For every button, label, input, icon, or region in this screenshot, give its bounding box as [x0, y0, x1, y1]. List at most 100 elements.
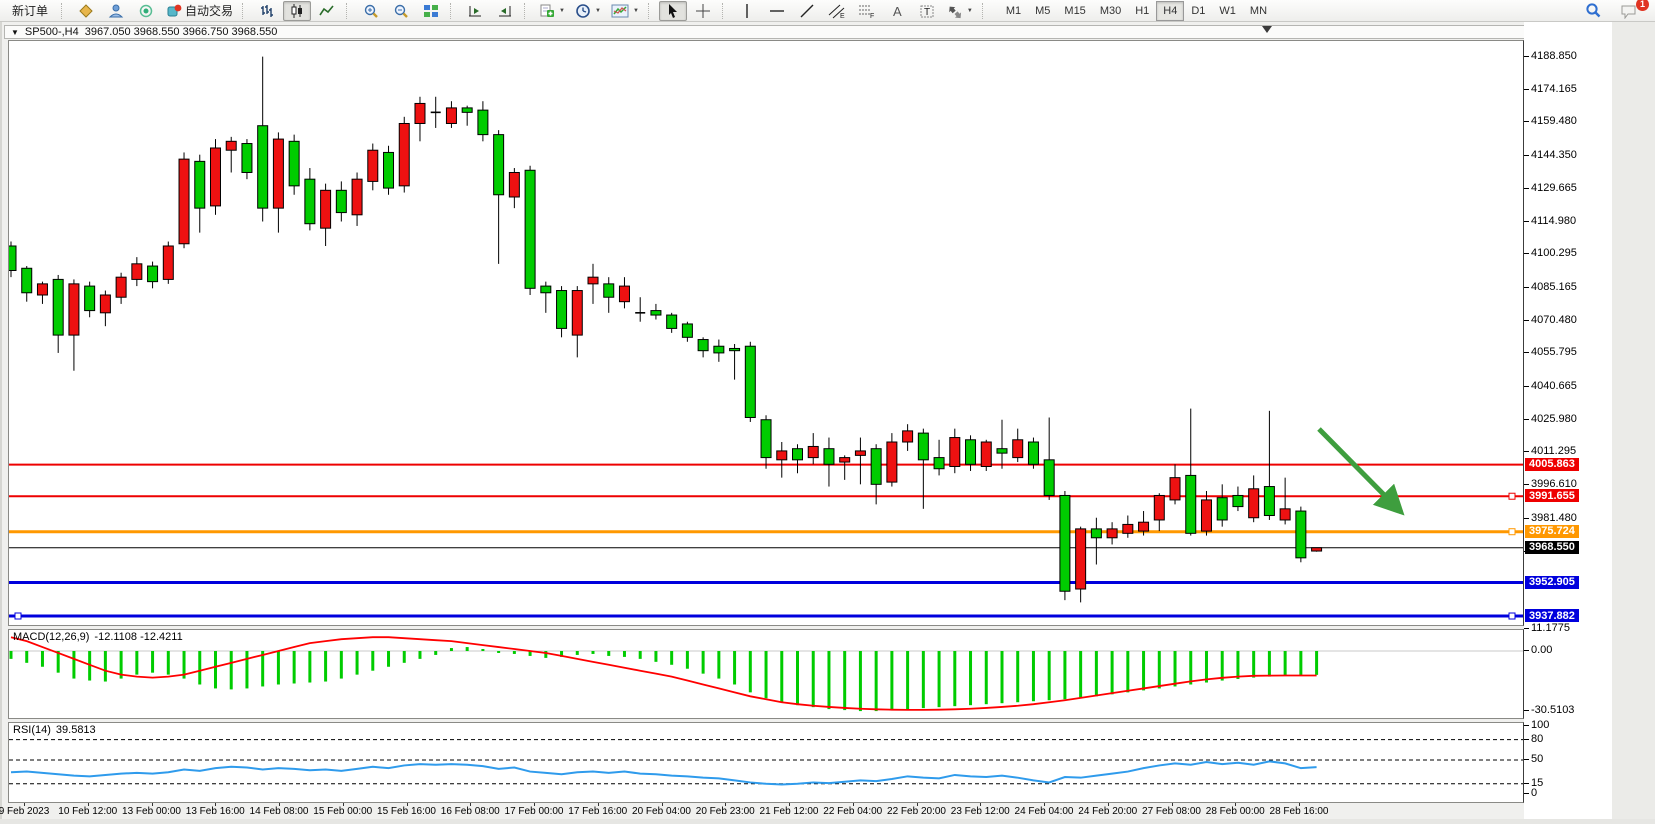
line-handle[interactable] — [14, 612, 22, 620]
fibonacci-tool-button[interactable]: F — [853, 1, 881, 21]
chart-template-button[interactable]: ▼ — [607, 1, 643, 21]
price-line-label: 3937.882 — [1525, 609, 1579, 622]
dropdown-caret-icon[interactable]: ▼ — [632, 7, 639, 14]
new-order-button[interactable]: 新订单 — [4, 1, 56, 21]
time-axis-tick — [87, 803, 89, 806]
macd-pane[interactable]: MACD(12,26,9) -12.1108 -12.4211 — [8, 629, 1524, 719]
time-axis-tick — [406, 803, 408, 806]
timeframe-m30-button[interactable]: M30 — [1099, 4, 1122, 17]
timeframe-m15-button[interactable]: M15 — [1064, 4, 1086, 17]
price-axis[interactable]: 4188.850 4174.165 4159.480 4144.350 4129.665… — [1524, 22, 1614, 819]
timeframe-m1-button[interactable]: M1 — [1005, 4, 1022, 17]
vertical-line-icon — [741, 3, 753, 19]
cursor-button[interactable] — [658, 0, 687, 21]
line-chart-button[interactable] — [313, 1, 341, 21]
collapse-icon[interactable]: ▼ — [11, 27, 19, 37]
axis-tick — [1524, 451, 1529, 453]
vertical-line-tool-button[interactable] — [733, 1, 761, 21]
timeframe-m5-button[interactable]: M5 — [1035, 4, 1051, 17]
dropdown-caret-icon[interactable]: ▼ — [966, 7, 973, 14]
new-chart-button[interactable]: ▼ — [535, 1, 569, 21]
chart-ohlc-readout: 3967.050 3968.550 3966.750 3968.550 — [84, 26, 278, 38]
equidistant-channel-button[interactable]: E — [823, 1, 851, 21]
line-handle[interactable] — [1508, 612, 1516, 620]
new-order-label: 新订单 — [12, 4, 49, 18]
accounts-button[interactable] — [102, 1, 130, 21]
text-icon: A — [890, 3, 904, 19]
timeframe-w1-button[interactable]: W1 — [1219, 4, 1236, 17]
algo-trading-label: 自动交易 — [185, 4, 234, 18]
market-watch-button[interactable] — [72, 1, 100, 21]
toolbar-grip — [524, 2, 530, 19]
dropdown-caret-icon[interactable]: ▼ — [559, 7, 565, 14]
horizontal-line-tool-button[interactable] — [763, 1, 791, 21]
notification-badge: 1 — [1636, 0, 1649, 11]
signals-button[interactable] — [132, 1, 160, 21]
time-axis-label: 28 Feb 00:00 — [1205, 806, 1265, 817]
trend-arrow-annotation[interactable] — [1317, 427, 1405, 516]
timeframe-d1-button[interactable]: D1 — [1191, 4, 1206, 17]
time-axis-tick — [597, 803, 599, 806]
price-chart-pane[interactable] — [8, 40, 1524, 626]
axis-tick — [1524, 418, 1529, 420]
price-tick-label: 4055.795 — [1531, 346, 1577, 359]
time-axis[interactable]: 9 Feb 2023 10 Feb 12:00 13 Feb 00:00 13 Feb… — [0, 803, 1524, 819]
time-axis-label: 24 Feb 20:00 — [1078, 806, 1138, 817]
line-handle[interactable] — [1508, 492, 1516, 500]
window-right-gutter — [1612, 22, 1655, 824]
dropdown-caret-icon[interactable]: ▼ — [594, 7, 601, 14]
price-tick-label: 11.1775 — [1531, 621, 1570, 634]
chart-shift-button[interactable] — [491, 1, 519, 21]
search-button[interactable] — [1579, 1, 1607, 21]
time-axis-label: 9 Feb 2023 — [0, 806, 50, 817]
auto-scroll-button[interactable] — [461, 1, 489, 21]
axis-tick — [1524, 517, 1529, 519]
time-axis-label: 28 Feb 16:00 — [1269, 806, 1329, 817]
zoom-in-icon — [363, 3, 379, 19]
chart-title-bar[interactable]: ▼ SP500-,H4 3967.050 3968.550 3966.750 3… — [4, 25, 1610, 39]
time-axis-tick — [852, 803, 854, 806]
zoom-in-button[interactable] — [357, 1, 385, 21]
time-axis-label: 24 Feb 04:00 — [1014, 806, 1074, 817]
time-axis-label: 15 Feb 00:00 — [313, 806, 373, 817]
text-label-tool-button[interactable]: T — [913, 1, 941, 21]
chart-template-icon — [611, 3, 629, 19]
bar-chart-button[interactable] — [253, 1, 281, 21]
timeframe-group: M1 M5 M15 M30 H1 H4 D1 W1 MN — [999, 0, 1274, 21]
macd-values: -12.1108 -12.4211 — [94, 631, 183, 643]
time-axis-tick — [1299, 803, 1300, 806]
timeframe-h1-button[interactable]: H1 — [1135, 4, 1150, 17]
price-line-label: 3968.550 — [1525, 540, 1579, 554]
rsi-pane[interactable]: RSI(14) 39.5813 — [8, 722, 1524, 803]
axis-tick — [1524, 319, 1529, 321]
toolbar-grip — [242, 2, 248, 19]
arrows-tool-button[interactable]: ▼ — [943, 1, 977, 21]
timeframe-mn-button[interactable]: MN — [1249, 4, 1268, 17]
price-tick-label: 15 — [1531, 776, 1544, 789]
candlestick-chart-button[interactable] — [283, 0, 312, 21]
time-axis-tick — [661, 803, 663, 806]
axis-tick — [1524, 650, 1529, 651]
time-axis-label: 16 Feb 08:00 — [440, 806, 500, 817]
price-tick-label: 4188.850 — [1531, 50, 1577, 62]
axis-tick — [1524, 484, 1529, 486]
trendline-tool-button[interactable] — [793, 1, 821, 21]
axis-tick — [1524, 155, 1529, 157]
period-button[interactable]: ▼ — [571, 1, 605, 21]
timeframe-h4-button[interactable]: H4 — [1156, 0, 1185, 21]
chart-shift-marker-icon — [1262, 26, 1272, 33]
crosshair-button[interactable] — [689, 1, 717, 21]
text-tool-button[interactable]: A — [883, 1, 911, 21]
zoom-out-button[interactable] — [387, 1, 415, 21]
cursor-arrow-icon — [665, 3, 681, 19]
line-handle[interactable] — [1508, 528, 1516, 536]
price-tick-label: 3981.480 — [1531, 511, 1577, 524]
macd-label: MACD(12,26,9) -12.1108 -12.4211 — [13, 631, 183, 643]
time-axis-tick — [789, 803, 790, 806]
time-axis-tick — [725, 803, 727, 806]
chat-button[interactable]: 1 — [1615, 0, 1649, 21]
algo-trading-button[interactable]: 自动交易 — [162, 1, 237, 21]
tile-windows-button[interactable] — [417, 1, 445, 21]
price-tick-label: 80 — [1531, 732, 1544, 745]
